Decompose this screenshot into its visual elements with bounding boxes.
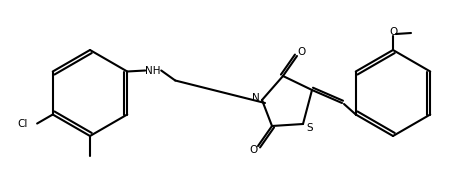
Text: O: O — [250, 145, 258, 155]
Text: Cl: Cl — [18, 119, 28, 129]
Text: S: S — [307, 123, 313, 133]
Text: O: O — [389, 27, 397, 37]
Text: NH: NH — [146, 66, 161, 75]
Text: O: O — [297, 47, 305, 57]
Text: N: N — [252, 93, 260, 103]
